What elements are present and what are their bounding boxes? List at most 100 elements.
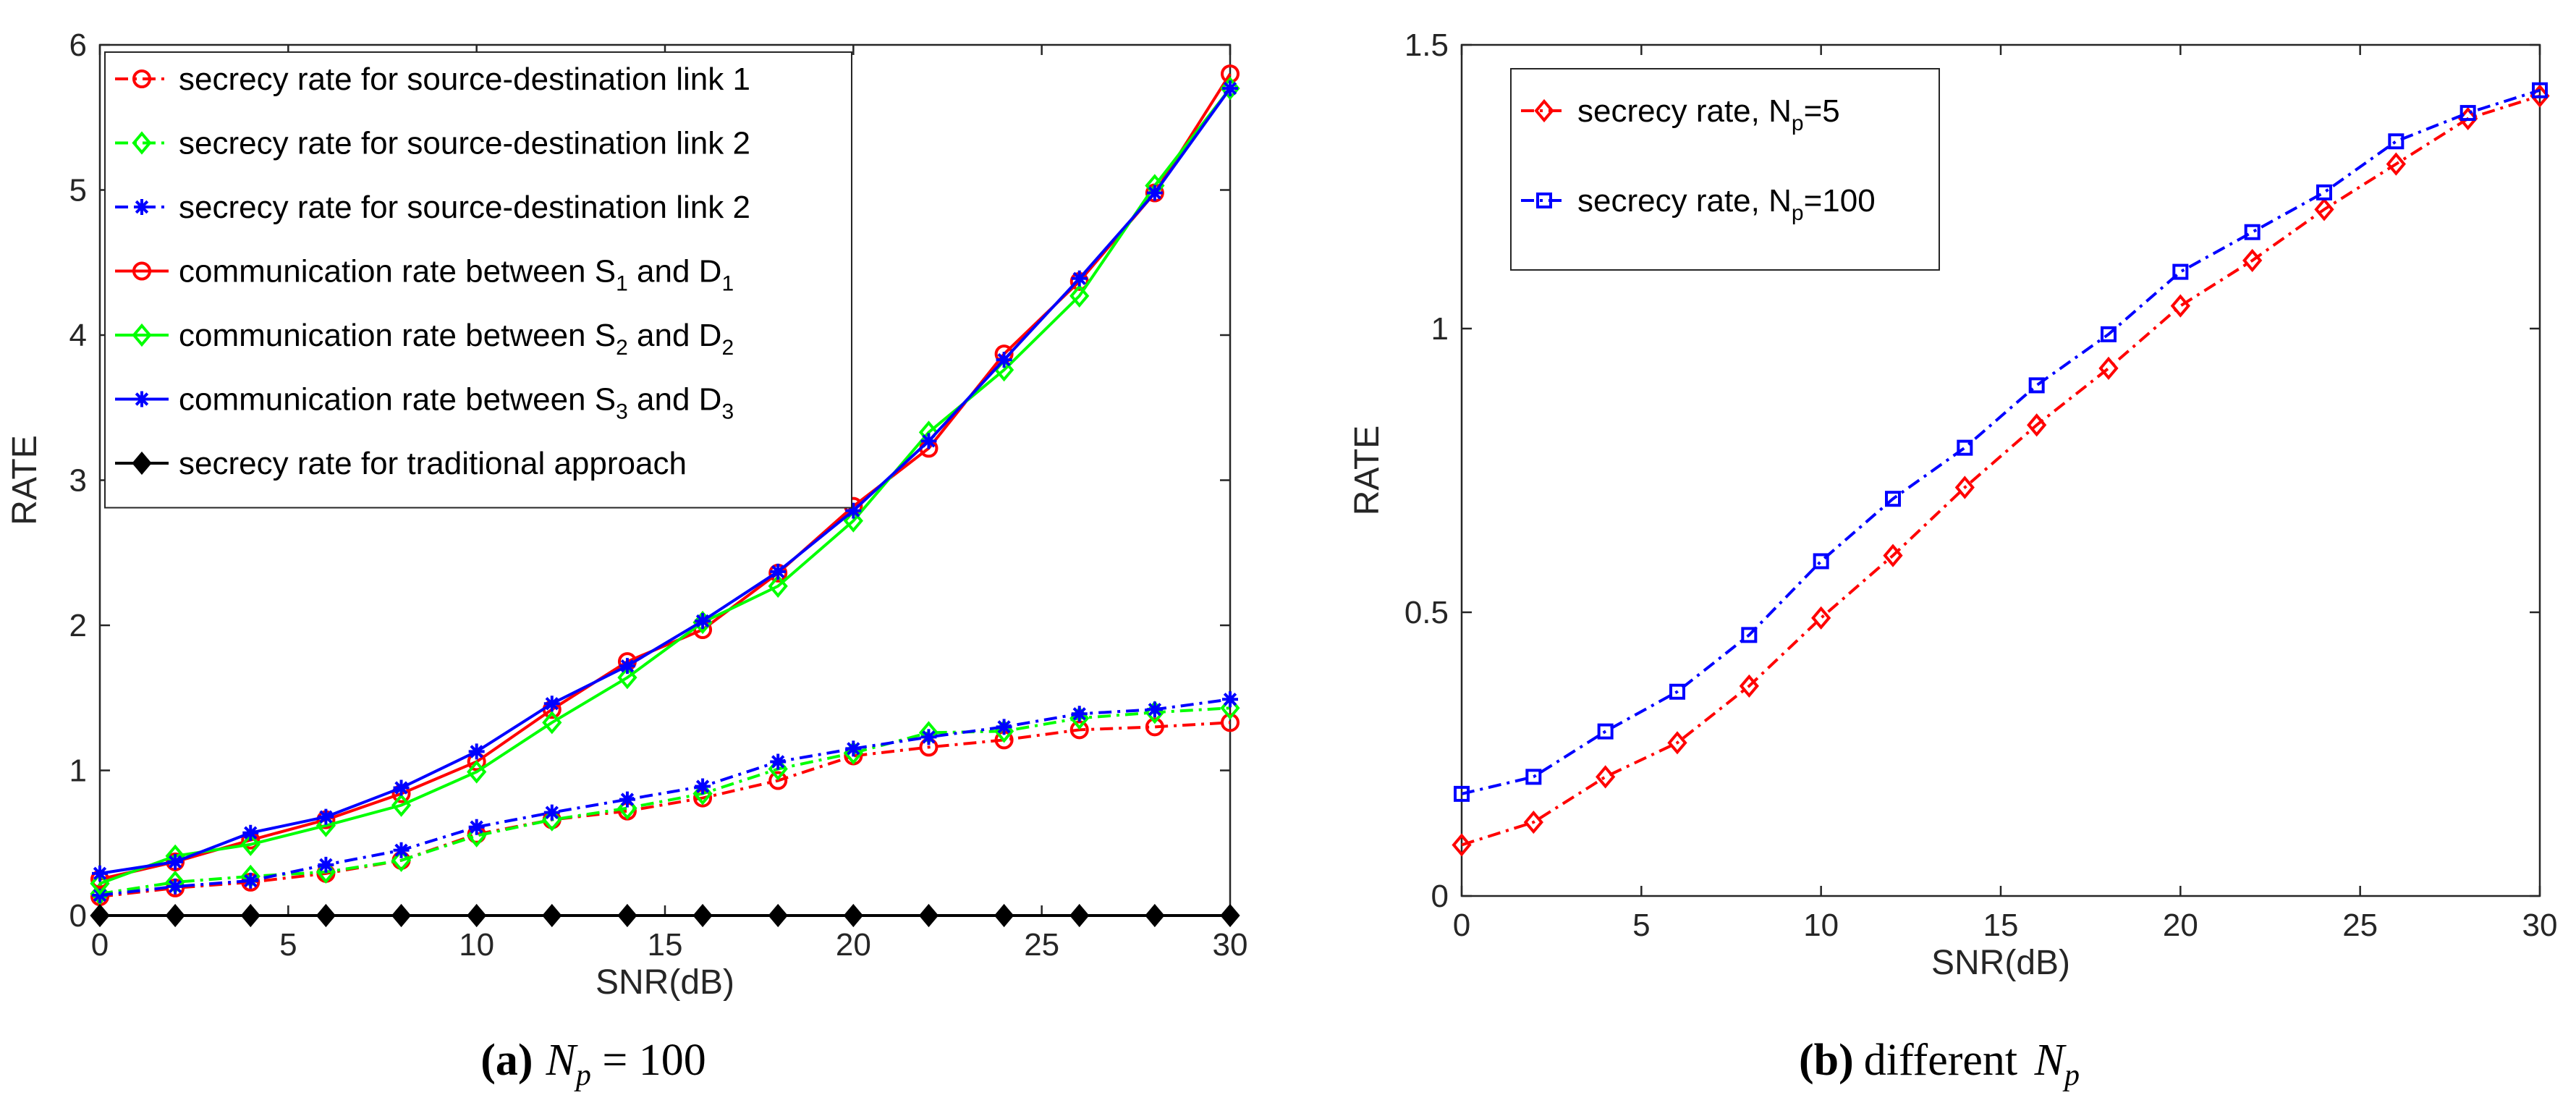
data-point bbox=[993, 903, 1014, 928]
data-point bbox=[391, 903, 412, 928]
y-tick-label: 0.5 bbox=[1404, 595, 1449, 630]
y-tick-label: 4 bbox=[69, 318, 87, 353]
data-point bbox=[2388, 133, 2405, 150]
y-tick-label: 2 bbox=[69, 608, 87, 643]
data-point bbox=[996, 719, 1012, 735]
legend-marker bbox=[132, 69, 151, 88]
data-point bbox=[619, 791, 635, 808]
x-tick-label: 15 bbox=[648, 927, 683, 963]
x-tick-label: 0 bbox=[91, 927, 109, 963]
data-point bbox=[1221, 713, 1240, 732]
data-point bbox=[843, 903, 863, 928]
data-point bbox=[845, 502, 862, 519]
legend-label: secrecy rate, Np=5 bbox=[1577, 93, 1840, 135]
data-point bbox=[2027, 413, 2047, 437]
y-tick-label: 1 bbox=[69, 753, 87, 789]
data-point bbox=[843, 509, 863, 533]
data-point bbox=[542, 711, 562, 735]
series-2 bbox=[1454, 82, 2548, 802]
data-point bbox=[768, 903, 788, 928]
legend-item: secrecy rate for traditional approach bbox=[115, 446, 687, 481]
data-point bbox=[1454, 785, 1470, 802]
legend-marker bbox=[134, 391, 150, 407]
data-point bbox=[1071, 270, 1088, 287]
data-point bbox=[1222, 80, 1238, 97]
series-6 bbox=[92, 80, 1238, 882]
x-tick-label: 30 bbox=[2522, 908, 2558, 943]
caption-b-label: (b) bbox=[1799, 1036, 1854, 1085]
legend-marker bbox=[132, 261, 151, 281]
data-point bbox=[242, 872, 259, 889]
y-tick-label: 5 bbox=[69, 173, 87, 208]
caption-a-label: (a) bbox=[480, 1036, 533, 1085]
legend-label: secrecy rate for source-destination link… bbox=[179, 126, 750, 161]
y-tick-label: 0 bbox=[1431, 879, 1449, 914]
data-point bbox=[1069, 903, 1090, 928]
legend-item: secrecy rate for source-destination link… bbox=[115, 190, 750, 225]
data-point bbox=[920, 433, 937, 449]
x-axis: 0 5 10 15 20 25 30 bbox=[1453, 45, 2558, 943]
data-point bbox=[1739, 674, 1759, 698]
x-tick-label: 30 bbox=[1213, 927, 1248, 963]
data-point bbox=[1220, 77, 1240, 101]
data-point bbox=[318, 808, 334, 825]
data-point bbox=[1669, 683, 1685, 700]
data-point bbox=[1145, 903, 1165, 928]
data-point bbox=[617, 903, 637, 928]
y-tick-label: 6 bbox=[69, 28, 87, 63]
legend-item: communication rate between S1 and D1 bbox=[115, 254, 734, 296]
data-point bbox=[1667, 731, 1687, 755]
y-tick-label: 0 bbox=[69, 898, 87, 934]
data-point bbox=[2098, 356, 2119, 380]
y-axis: 0 0.5 1 1.5 bbox=[1404, 28, 2540, 914]
data-point bbox=[1069, 284, 1090, 308]
y-axis-label: RATE bbox=[1348, 426, 1386, 515]
data-point bbox=[996, 352, 1012, 368]
data-point bbox=[1957, 439, 1973, 456]
legend-box bbox=[1510, 68, 1940, 271]
x-tick-label: 15 bbox=[1983, 908, 2019, 943]
x-axis-label: SNR(dB) bbox=[596, 963, 734, 1002]
data-point bbox=[1146, 701, 1163, 718]
data-point bbox=[467, 760, 487, 784]
legend-label: communication rate between S3 and D3 bbox=[179, 382, 734, 424]
x-axis: 0 5 10 15 20 25 30 bbox=[91, 45, 1248, 963]
caption-b: (b) different Np bbox=[1799, 1036, 2080, 1092]
legend-marker bbox=[132, 323, 152, 347]
data-point bbox=[1741, 627, 1758, 643]
data-point bbox=[1597, 723, 1614, 740]
data-point bbox=[2101, 326, 2117, 342]
data-point bbox=[391, 793, 412, 817]
series-line bbox=[99, 87, 1232, 875]
chart-a: 0 5 10 15 20 25 30 0 1 2 3 4 5 6 SNR(dB) RATE secrecy ra… bbox=[6, 28, 1247, 1002]
data-point bbox=[165, 903, 185, 928]
data-point bbox=[542, 903, 562, 928]
data-point bbox=[692, 610, 713, 635]
data-point bbox=[1813, 553, 1829, 570]
data-point bbox=[770, 563, 787, 580]
legend-label: secrecy rate for source-destination link… bbox=[179, 190, 750, 225]
chart-b: 0 5 10 15 20 25 30 0 0.5 1 1.5 SNR(dB) RATE secrecy r… bbox=[1348, 28, 2557, 982]
data-point bbox=[1071, 706, 1088, 722]
data-point bbox=[1146, 185, 1163, 201]
data-point bbox=[240, 832, 260, 856]
data-point bbox=[315, 903, 336, 928]
data-point bbox=[617, 666, 637, 690]
x-tick-label: 20 bbox=[836, 927, 871, 963]
data-point bbox=[2242, 248, 2263, 273]
data-point bbox=[468, 743, 485, 760]
data-point bbox=[90, 871, 110, 895]
legend-item: secrecy rate, Np=5 bbox=[1521, 93, 1840, 135]
legend-item: secrecy rate for source-destination link… bbox=[115, 62, 750, 97]
legend-box bbox=[104, 51, 852, 509]
data-point bbox=[845, 740, 862, 757]
data-point bbox=[619, 658, 635, 675]
series-line bbox=[99, 87, 1232, 885]
legend-marker bbox=[134, 199, 150, 215]
data-point bbox=[1069, 720, 1089, 740]
data-point bbox=[1596, 765, 1616, 789]
data-point bbox=[391, 848, 412, 872]
data-point bbox=[1523, 810, 1543, 834]
legend-marker bbox=[132, 131, 152, 155]
caption-a: (a) Np = 100 bbox=[480, 1036, 706, 1092]
